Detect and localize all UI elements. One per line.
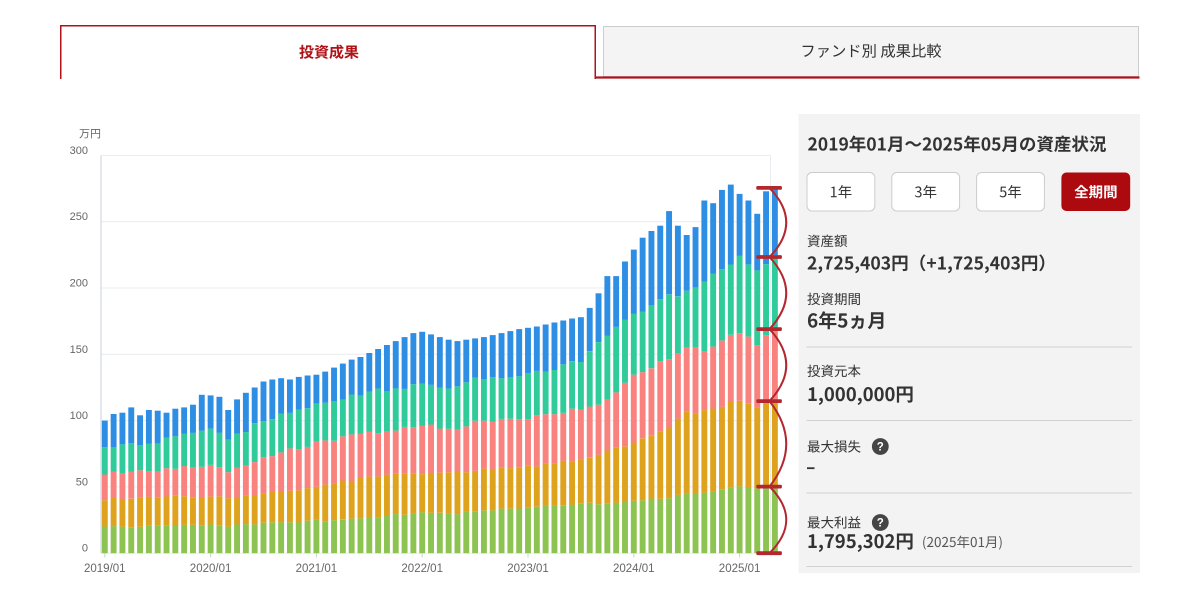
svg-text:100: 100 bbox=[70, 410, 88, 422]
svg-text:2024/01: 2024/01 bbox=[613, 563, 655, 575]
svg-text:2022/01: 2022/01 bbox=[401, 563, 443, 575]
svg-text:2023/01: 2023/01 bbox=[507, 563, 549, 575]
svg-text:250: 250 bbox=[70, 211, 88, 223]
svg-text:2020/01: 2020/01 bbox=[190, 563, 232, 575]
svg-text:300: 300 bbox=[70, 145, 88, 157]
svg-text:50: 50 bbox=[76, 476, 88, 488]
svg-text:?: ? bbox=[877, 518, 884, 530]
svg-text:200: 200 bbox=[70, 278, 88, 290]
svg-text:0: 0 bbox=[82, 543, 88, 555]
svg-text:2019/01: 2019/01 bbox=[84, 563, 126, 575]
svg-text:2021/01: 2021/01 bbox=[296, 563, 338, 575]
svg-text:2025/01: 2025/01 bbox=[719, 563, 761, 575]
svg-text:150: 150 bbox=[70, 344, 88, 356]
svg-text:?: ? bbox=[877, 442, 884, 454]
